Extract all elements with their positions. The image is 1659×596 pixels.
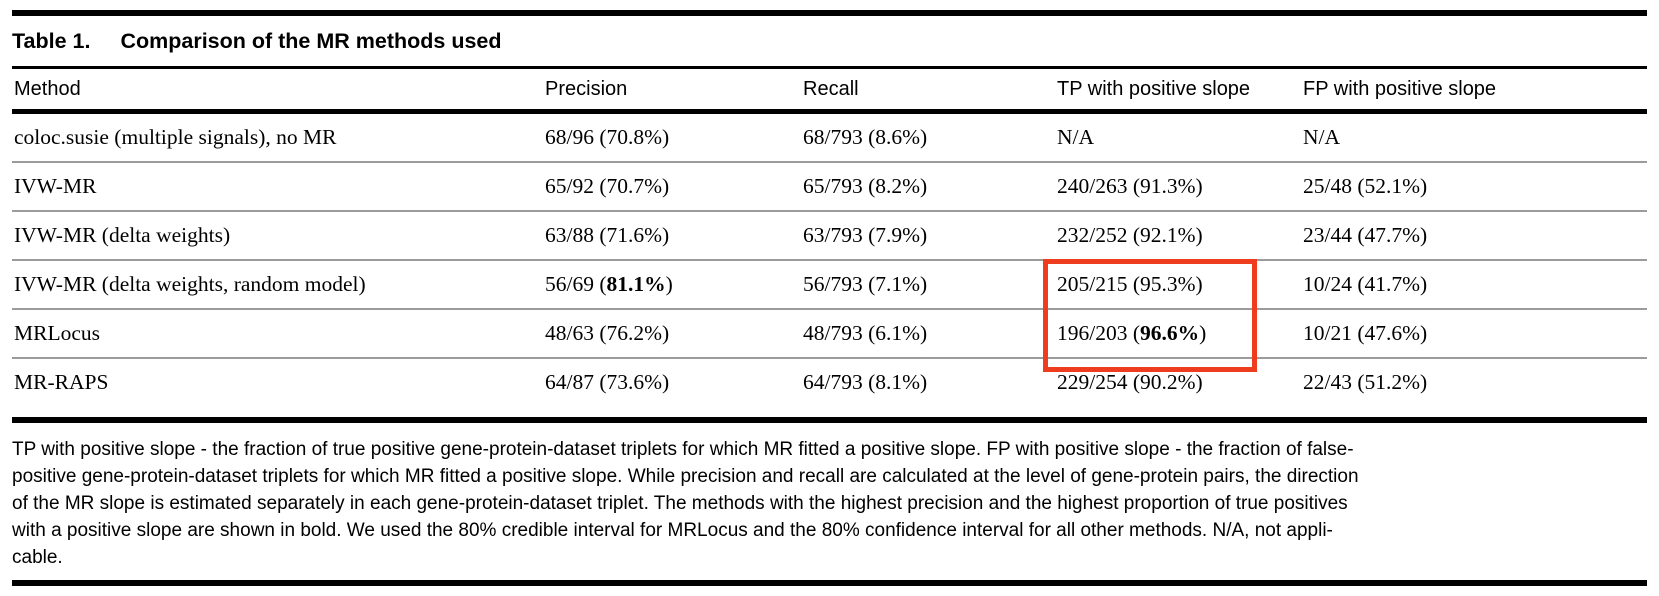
precision-cell: 65/92 (70.7%) [543,162,801,212]
col-header-recall: Recall [801,69,1055,114]
recall-cell: 56/793 (7.1%) [801,260,1055,310]
precision-cell: 56/69 (81.1%) [543,260,801,310]
recall-cell: 64/793 (8.1%) [803,370,928,394]
table-row: MR-RAPS 64/87 (73.6%) 64/793 (8.1%) 229/… [12,358,1647,406]
method-cell: MR-RAPS [14,370,109,394]
precision-cell: 68/96 (70.8%) [543,111,801,163]
table-row: coloc.susie (multiple signals), no MR 68… [12,111,1647,163]
header-row: Method Precision Recall TP with positive… [12,69,1647,114]
precision-cell: 64/87 (73.6%) [545,370,670,394]
top-rule [12,10,1647,16]
fp-cell: 23/44 (47.7%) [1301,211,1647,261]
method-cell: IVW-MR (delta weights, random model) [12,260,543,310]
tp-cell: 232/252 (92.1%) [1055,211,1301,261]
footnote-line: positive gene-protein-dataset triplets f… [12,466,1359,487]
tp-cell: N/A [1055,111,1301,163]
method-cell: coloc.susie (multiple signals), no MR [12,111,543,163]
title-rule [12,66,1647,69]
table-number: Table 1. [12,28,91,53]
precision-cell: 48/63 (76.2%) [543,309,801,359]
table-footnote: TP with positive slope - the fraction of… [12,423,1647,571]
comparison-table: Method Precision Recall TP with positive… [12,69,1647,406]
fp-cell: 22/43 (51.2%) [1303,370,1428,394]
recall-cell: 68/793 (8.6%) [801,111,1055,163]
table-title: Table 1. Comparison of the MR methods us… [12,16,1647,66]
table-caption: Comparison of the MR methods used [120,28,502,53]
table-row: IVW-MR (delta weights, random model) 56/… [12,260,1647,310]
tp-cell: 196/203 (96.6%) [1055,309,1301,359]
bottom-rule [12,580,1647,586]
col-header-precision: Precision [543,69,801,114]
tp-cell: 205/215 (95.3%) [1055,260,1301,310]
table-bottom-rule [12,417,1647,423]
recall-cell: 63/793 (7.9%) [801,211,1055,261]
fp-cell: N/A [1301,111,1647,163]
fp-cell: 25/48 (52.1%) [1301,162,1647,212]
fp-cell: 10/24 (41.7%) [1301,260,1647,310]
fp-cell: 10/21 (47.6%) [1301,309,1647,359]
footnote-line: TP with positive slope - the fraction of… [12,439,1354,460]
col-header-method: Method [12,69,543,114]
method-cell: MRLocus [12,309,543,359]
table-row: IVW-MR (delta weights) 63/88 (71.6%) 63/… [12,211,1647,261]
footnote-line: cable. [12,547,63,568]
col-header-tp: TP with positive slope [1055,69,1301,114]
footnote-line: of the MR slope is estimated separately … [12,493,1348,514]
recall-cell: 65/793 (8.2%) [801,162,1055,212]
tp-cell: 229/254 (90.2%) [1057,370,1203,394]
tp-cell: 240/263 (91.3%) [1055,162,1301,212]
table-row: MRLocus 48/63 (76.2%) 48/793 (6.1%) 196/… [12,309,1647,359]
method-cell: IVW-MR (delta weights) [12,211,543,261]
footnote-line: with a positive slope are shown in bold.… [12,520,1333,541]
table-row: IVW-MR 65/92 (70.7%) 65/793 (8.2%) 240/2… [12,162,1647,212]
precision-cell: 63/88 (71.6%) [543,211,801,261]
recall-cell: 48/793 (6.1%) [801,309,1055,359]
col-header-fp: FP with positive slope [1301,69,1647,114]
method-cell: IVW-MR [12,162,543,212]
